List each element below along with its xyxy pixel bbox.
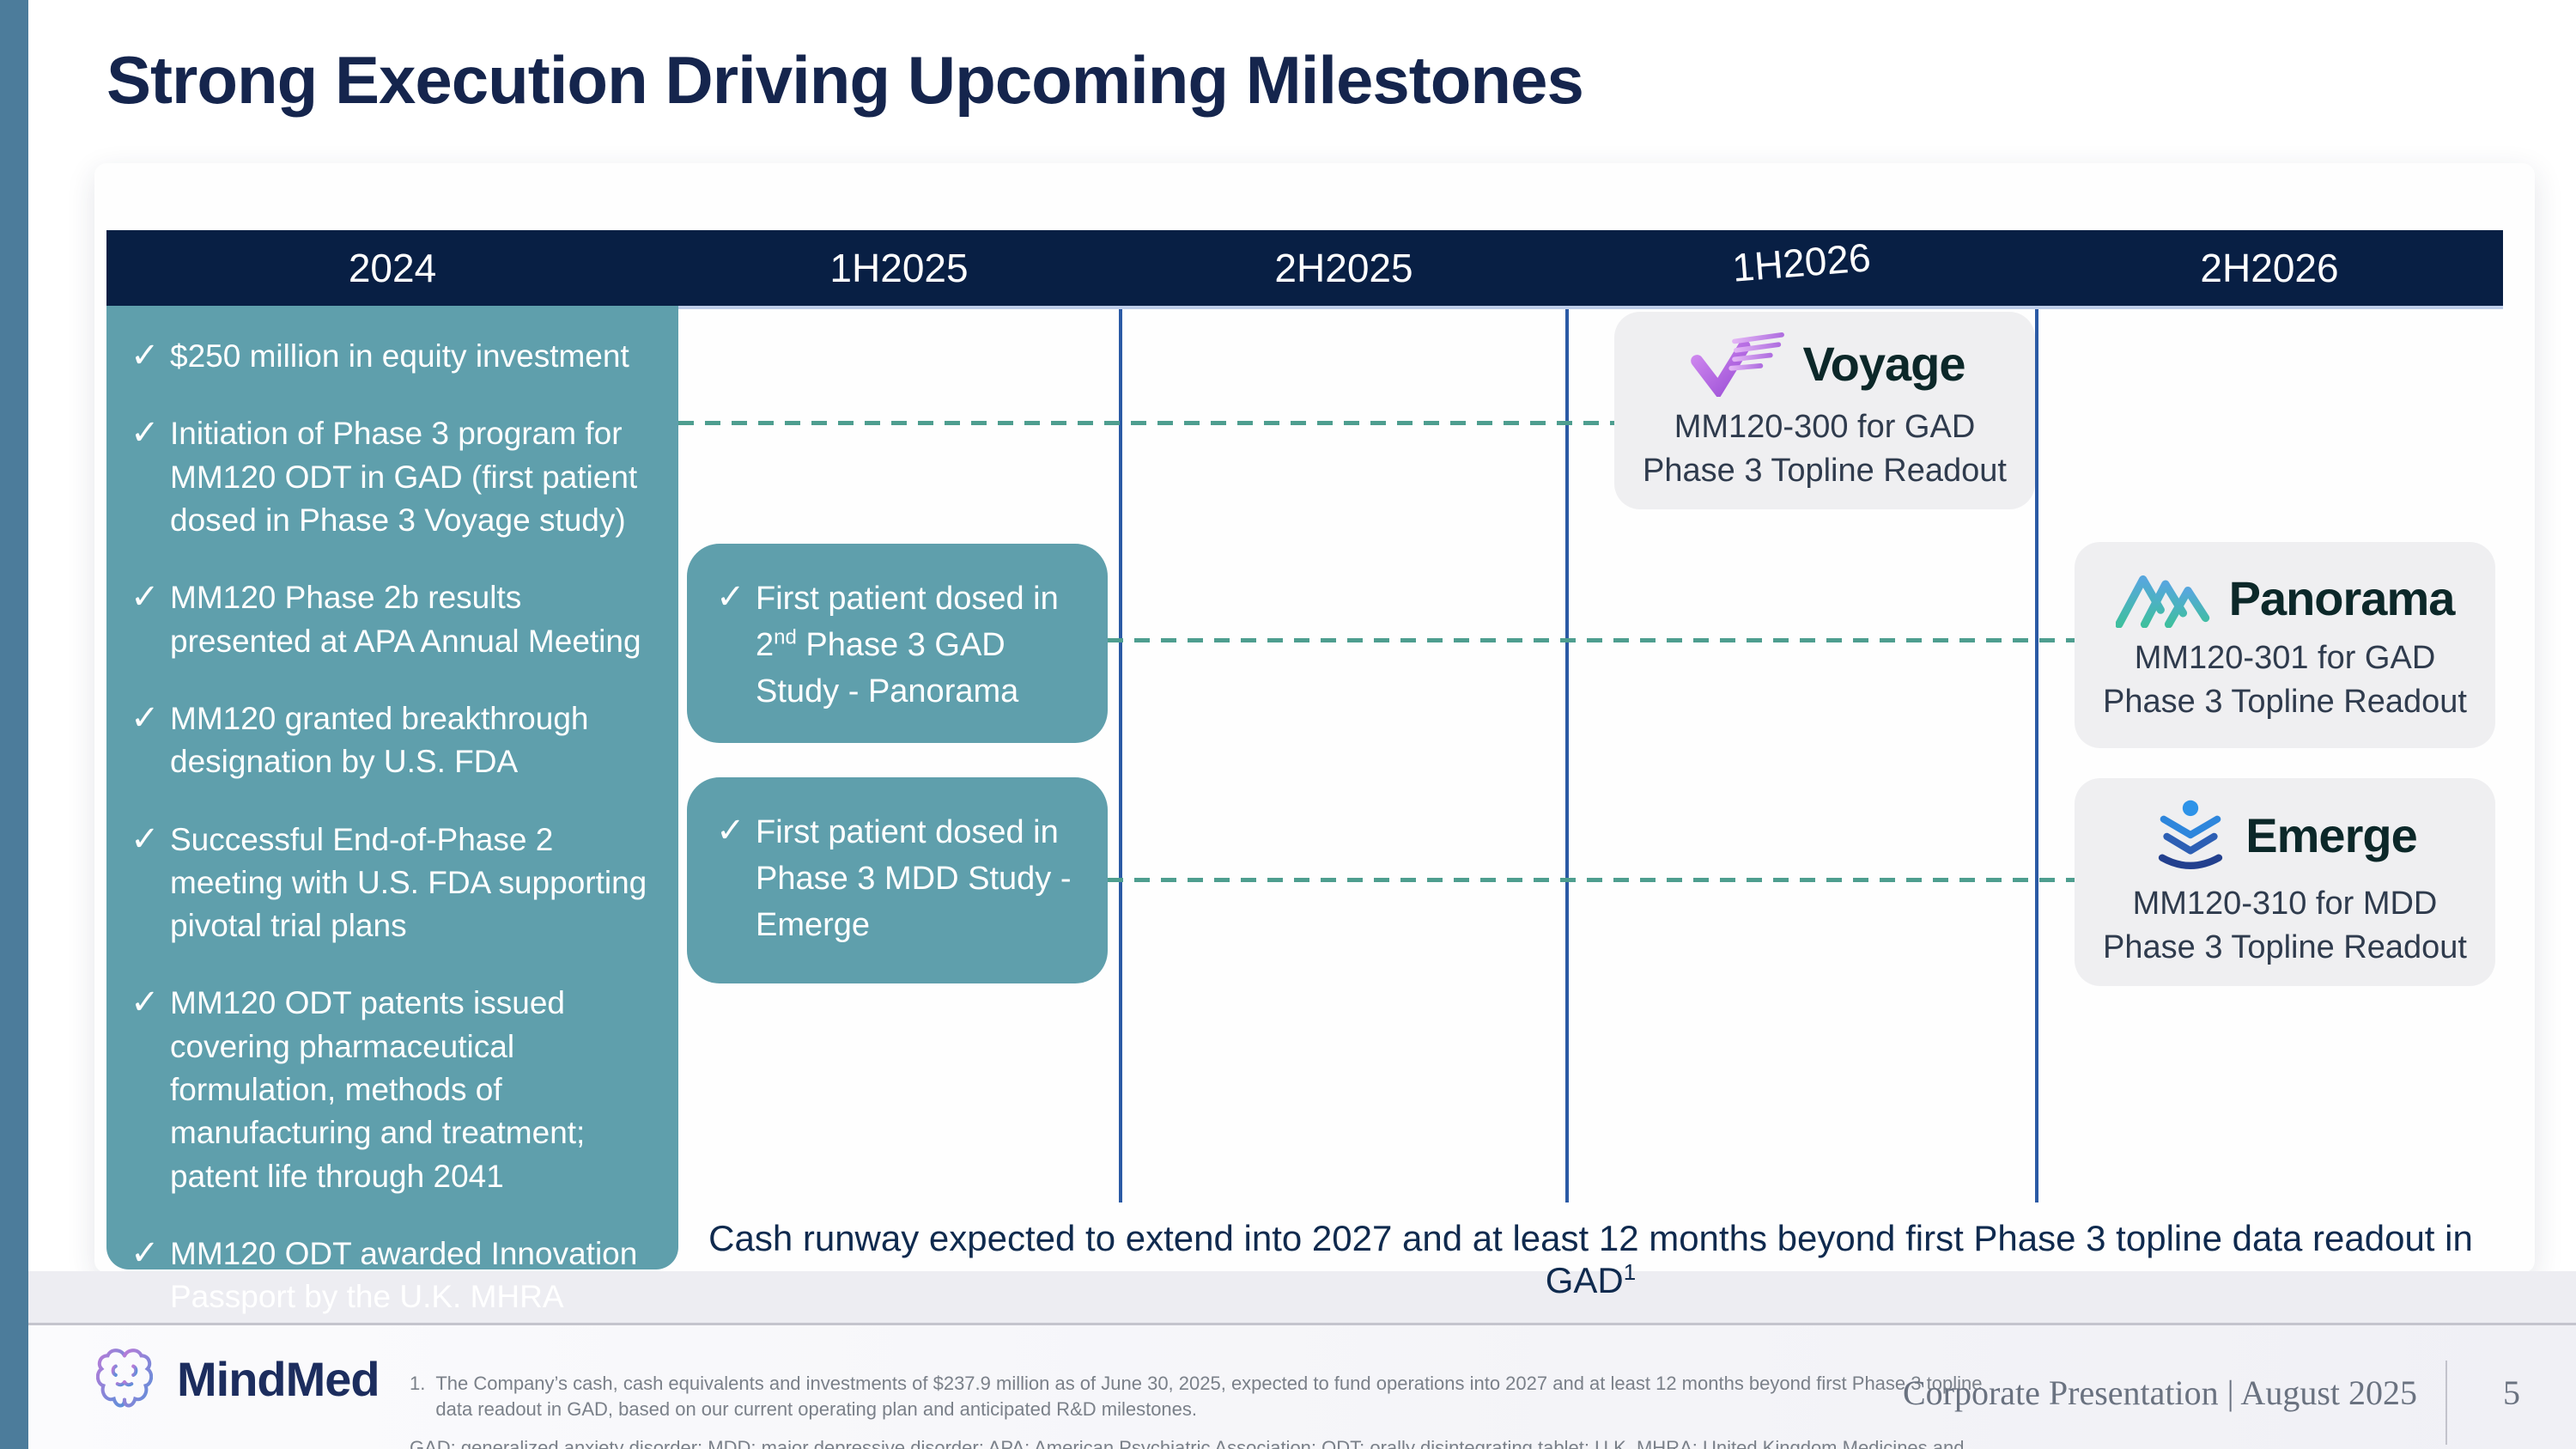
voyage-logo: Voyage [1684, 332, 1966, 397]
column-header-2024: 2024 [348, 246, 437, 290]
milestone-box-panorama-dosing: ✓ First patient dosed in 2nd Phase 3 GAD… [687, 544, 1108, 743]
milestone-text: MM120 ODT awarded Innovation Passport by… [170, 1236, 638, 1315]
readout-details: MM120-300 for GAD Phase 3 Topline Readou… [1643, 405, 2007, 494]
grid-line-1 [1119, 309, 1122, 1202]
page-number-divider [2445, 1361, 2447, 1445]
milestone-item: ✓ MM120 granted breakthrough designation… [131, 697, 658, 784]
milestone-text: MM120 granted breakthrough designation b… [170, 700, 589, 780]
footnotes: 1. The Company’s cash, cash equivalents … [410, 1371, 1990, 1449]
milestone-text: Successful End-of-Phase 2 meeting with U… [170, 821, 647, 944]
brain-icon [96, 1349, 153, 1408]
readout-line2: Phase 3 Topline Readout [2103, 929, 2467, 965]
readout-card-panorama: Panorama MM120-301 for GAD Phase 3 Topli… [2075, 542, 2495, 748]
milestone-item: ✓ $250 million in equity investment [131, 335, 658, 378]
dashed-connector-emerge [1108, 878, 2075, 882]
cash-runway-note: Cash runway expected to extend into 2027… [708, 1218, 2473, 1300]
emerge-logo: Emerge [2153, 798, 2418, 874]
milestone-item: ✓ Successful End-of-Phase 2 meeting with… [131, 819, 658, 948]
footnote-marker: 1 [1623, 1259, 1637, 1285]
check-icon: ✓ [131, 1234, 160, 1272]
brand-wordmark: MindMed [177, 1351, 380, 1406]
dashed-connector-panorama [1108, 638, 2075, 642]
milestone-item: ✓ Initiation of Phase 3 program for MM12… [131, 412, 658, 542]
check-icon: ✓ [131, 337, 160, 374]
column-header-2h2025: 2H2025 [1274, 246, 1413, 290]
lower-band [28, 1271, 2576, 1324]
voyage-wing-icon [1691, 332, 1785, 397]
milestone-text: MM120 Phase 2b results presented at APA … [170, 580, 641, 659]
mindmed-logo: MindMed [96, 1345, 380, 1412]
study-name: Panorama [2228, 571, 2456, 626]
check-icon: ✓ [131, 819, 160, 858]
footer-band [28, 1324, 2576, 1449]
milestone-item: ✓ MM120 Phase 2b results presented at AP… [131, 576, 658, 663]
column-header-1h2025: 1H2025 [829, 246, 969, 290]
column-header-2h2026: 2H2026 [2200, 246, 2339, 290]
abbreviations-note: GAD: generalized anxiety disorder; MDD: … [410, 1437, 1965, 1449]
footnote-number: 1. [410, 1373, 426, 1394]
readout-line1: MM120-300 for GAD [1674, 408, 1976, 445]
check-icon: ✓ [716, 578, 745, 616]
column-header-1h2026: 1H2026 [1730, 234, 1873, 290]
left-accent-strip [0, 0, 28, 1449]
readout-card-emerge: Emerge MM120-310 for MDD Phase 3 Topline… [2075, 778, 2495, 986]
check-icon: ✓ [131, 578, 160, 617]
check-icon: ✓ [716, 812, 745, 849]
grid-line-2 [1565, 309, 1569, 1202]
footer-divider-line [28, 1323, 2576, 1325]
readout-line1: MM120-301 for GAD [2134, 639, 2436, 676]
page-number: 5 [2503, 1373, 2520, 1412]
panorama-mountains-icon [2115, 575, 2209, 628]
milestones-2024-column: ✓ $250 million in equity investment ✓ In… [106, 306, 678, 1314]
page-title: Strong Execution Driving Upcoming Milest… [106, 42, 1584, 118]
milestone-text: Initiation of Phase 3 program for MM120 … [170, 416, 638, 538]
study-name: Emerge [2245, 808, 2417, 863]
footnote-text: The Company’s cash, cash equivalents and… [435, 1373, 1983, 1420]
readout-line2: Phase 3 Topline Readout [1643, 453, 2007, 489]
milestone-box-emerge-dosing: ✓ First patient dosed in Phase 3 MDD Stu… [687, 777, 1108, 983]
milestone-item: ✓ MM120 ODT patents issued covering phar… [131, 982, 658, 1198]
readout-line1: MM120-310 for MDD [2132, 885, 2438, 922]
milestone-item: ✓ MM120 ODT awarded Innovation Passport … [131, 1233, 658, 1319]
milestone-text: First patient dosed in 2nd Phase 3 GAD S… [756, 581, 1059, 709]
milestone-text: First patient dosed in Phase 3 MDD Study… [756, 814, 1072, 943]
presentation-label: Corporate Presentation | August 2025 [1902, 1373, 2417, 1412]
check-icon: ✓ [131, 983, 160, 1022]
study-name: Voyage [1802, 337, 1965, 392]
readout-line2: Phase 3 Topline Readout [2103, 684, 2467, 720]
panorama-logo: Panorama [2115, 569, 2456, 628]
readout-details: MM120-301 for GAD Phase 3 Topline Readou… [2103, 636, 2467, 725]
milestone-text: MM120 ODT patents issued covering pharma… [170, 985, 586, 1194]
check-icon: ✓ [131, 698, 160, 737]
check-icon: ✓ [131, 414, 160, 453]
timeline-header: 2024 1H2025 2H2025 1H2026 2H2026 [106, 230, 2503, 309]
grid-line-3 [2035, 309, 2038, 1202]
milestone-text: $250 million in equity investment [170, 338, 629, 374]
emerge-figure-icon [2159, 800, 2223, 869]
footnote-1: 1. The Company’s cash, cash equivalents … [410, 1371, 1990, 1422]
milestones-2024-list: ✓ $250 million in equity investment ✓ In… [131, 335, 658, 1319]
dashed-connector-voyage [678, 421, 1614, 425]
readout-details: MM120-310 for MDD Phase 3 Topline Readou… [2103, 882, 2467, 971]
readout-card-voyage: Voyage MM120-300 for GAD Phase 3 Topline… [1614, 312, 2035, 509]
